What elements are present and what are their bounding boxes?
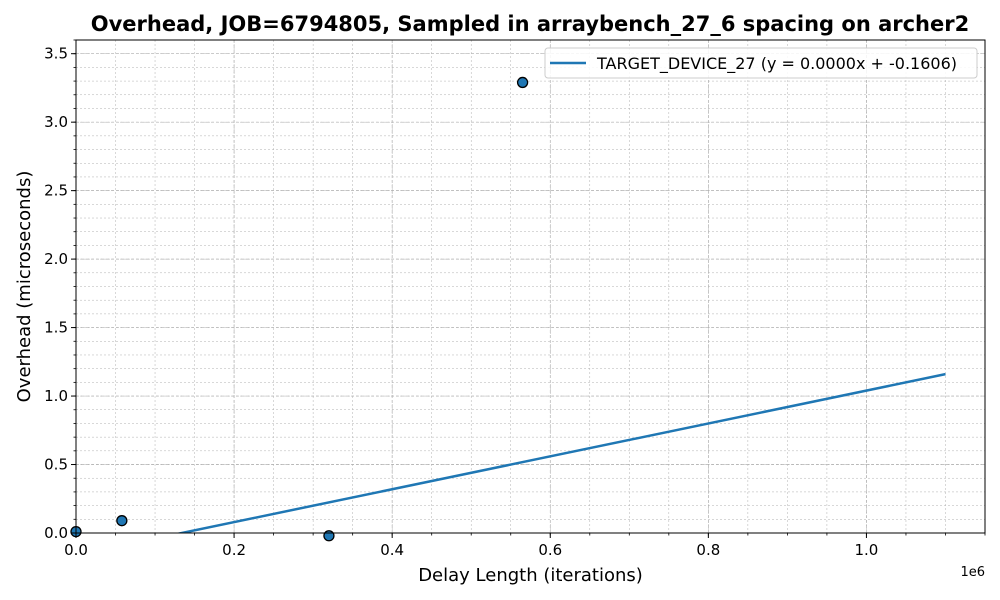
x-tick-label: 0.0 bbox=[64, 541, 88, 559]
x-axis-label: Delay Length (iterations) bbox=[418, 565, 643, 586]
y-tick-label: 2.0 bbox=[44, 250, 68, 268]
legend: TARGET_DEVICE_27 (y = 0.0000x + -0.1606) bbox=[544, 47, 978, 79]
y-tick-label: 0.0 bbox=[44, 524, 68, 542]
x-axis-offset-label: 1e6 bbox=[960, 565, 985, 580]
data-point bbox=[323, 530, 335, 542]
y-axis-label: Overhead (microseconds) bbox=[14, 171, 35, 403]
y-tick-label: 0.5 bbox=[44, 456, 68, 474]
y-tick-label: 1.5 bbox=[44, 319, 68, 337]
minor-grid bbox=[75, 39, 986, 534]
y-tick-label: 3.0 bbox=[44, 113, 68, 131]
fit-line-layer bbox=[175, 372, 946, 533]
x-tick-label: 1.0 bbox=[855, 541, 879, 559]
y-tick-label: 1.0 bbox=[44, 387, 68, 405]
x-tick-label: 0.2 bbox=[222, 541, 246, 559]
data-points bbox=[70, 76, 529, 542]
x-tick-label: 0.6 bbox=[538, 541, 562, 559]
legend-box bbox=[544, 47, 978, 79]
y-tick-label: 2.5 bbox=[44, 182, 68, 200]
y-tick-label: 3.5 bbox=[44, 45, 68, 63]
axis-ticks: 0.0 0.2 0.4 0.6 0.8 1.0 0.0 0.5 1.0 1.5 2.0 2.5 3.0 3… bbox=[44, 39, 986, 559]
data-point bbox=[116, 515, 128, 527]
fit-line bbox=[175, 372, 946, 533]
chart-title: Overhead, JOB=6794805, Sampled in arrayb… bbox=[91, 12, 969, 36]
legend-entry: TARGET_DEVICE_27 (y = 0.0000x + -0.1606) bbox=[596, 54, 957, 74]
data-point bbox=[516, 76, 529, 89]
x-tick-label: 0.8 bbox=[696, 541, 720, 559]
x-tick-label: 0.4 bbox=[380, 541, 404, 559]
